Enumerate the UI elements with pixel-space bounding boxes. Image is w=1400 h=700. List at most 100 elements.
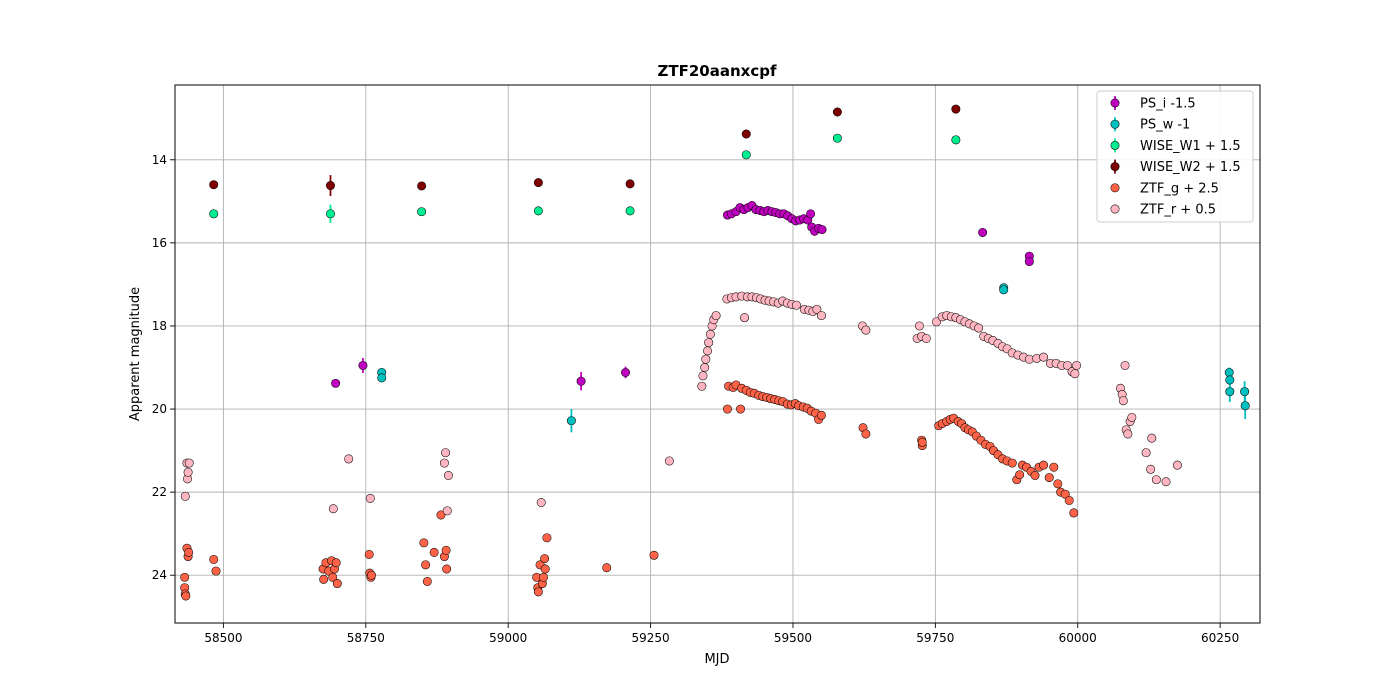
data-point (932, 317, 941, 327)
y-tick-label: 14 (152, 153, 167, 167)
data-point (951, 104, 961, 114)
data-point (344, 454, 354, 464)
data-point (1063, 360, 1072, 370)
data-point (209, 554, 219, 564)
x-tick-label: 59750 (916, 631, 954, 645)
legend-marker (1110, 204, 1120, 214)
data-point (1127, 412, 1137, 422)
gridlines (175, 85, 1260, 623)
legend-marker (1110, 98, 1120, 108)
data-point (1070, 369, 1080, 379)
data-point (1141, 448, 1151, 458)
legend-marker (1110, 162, 1120, 172)
data-point (1240, 401, 1250, 411)
data-point (664, 456, 674, 466)
data-point (1123, 429, 1133, 439)
data-point (1049, 462, 1059, 472)
legend-label: PS_w -1 (1140, 118, 1190, 133)
y-axis-label: Apparent magnitude (128, 287, 143, 421)
data-point (566, 416, 576, 426)
data-point (1044, 473, 1054, 483)
data-point (377, 373, 387, 383)
data-point (364, 549, 374, 559)
data-point (791, 300, 801, 310)
data-point (1007, 458, 1017, 468)
data-point (422, 576, 432, 586)
data-point (817, 225, 827, 235)
y-tick-label: 22 (152, 485, 167, 499)
data-point (180, 491, 190, 501)
y-tick-label: 16 (152, 236, 167, 250)
data-point (429, 547, 439, 557)
data-point (740, 313, 750, 323)
x-tick-label: 60250 (1201, 631, 1239, 645)
data-point (697, 381, 707, 391)
data-point (1240, 387, 1250, 397)
data-point (326, 181, 335, 191)
data-point (209, 209, 219, 219)
data-point (736, 404, 746, 414)
data-point (442, 506, 452, 516)
data-point (1120, 360, 1130, 370)
x-tick-label: 60000 (1059, 631, 1097, 645)
data-point (1069, 508, 1079, 518)
chart-title: ZTF20aanxcpf (658, 62, 777, 80)
data-point (439, 458, 449, 468)
data-point (1118, 396, 1128, 406)
data-point (443, 471, 453, 480)
data-point (1225, 387, 1235, 397)
legend-marker (1110, 119, 1120, 129)
data-point (701, 354, 711, 364)
data-point (184, 458, 194, 468)
data-point (1146, 464, 1156, 474)
data-point (1024, 354, 1034, 364)
data-point (741, 129, 751, 139)
data-point (816, 311, 826, 321)
data-point (816, 410, 826, 420)
data-point (1064, 495, 1074, 505)
data-point (722, 404, 732, 414)
data-point (602, 563, 612, 573)
data-point (832, 133, 842, 143)
legend-label: ZTF_r + 0.5 (1140, 203, 1216, 218)
data-point (711, 311, 721, 321)
data-point (211, 566, 221, 576)
data-point (184, 547, 194, 557)
data-point (536, 498, 546, 507)
legend-marker (1110, 140, 1120, 150)
data-point (1147, 433, 1157, 443)
data-point (419, 538, 429, 548)
data-point (1039, 352, 1049, 362)
data-point (1024, 257, 1034, 267)
data-points (180, 104, 1250, 601)
data-point (358, 360, 368, 370)
legend-box (1096, 90, 1254, 223)
data-point (328, 504, 338, 514)
data-point (741, 150, 751, 160)
x-tick-label: 58750 (347, 631, 385, 645)
data-point (332, 579, 342, 589)
x-tick-label: 59500 (774, 631, 812, 645)
data-point (1015, 470, 1025, 480)
data-point (533, 206, 543, 216)
data-point (180, 572, 190, 582)
plot-frame (174, 84, 1261, 624)
data-point (951, 135, 961, 145)
x-axis-label: MJD (704, 652, 729, 667)
data-point (917, 437, 927, 447)
legend-label: PS_i -1.5 (1140, 97, 1196, 112)
data-point (367, 570, 376, 580)
data-point (421, 560, 431, 570)
data-point (621, 368, 630, 377)
data-point (1072, 360, 1082, 370)
data-point (331, 378, 341, 388)
data-point (1151, 475, 1161, 485)
y-tick-label: 24 (152, 568, 167, 582)
data-point (1161, 477, 1171, 487)
data-point (978, 228, 988, 237)
data-point (533, 587, 543, 597)
data-point (417, 207, 427, 217)
x-tick-label: 59000 (489, 631, 527, 645)
data-point (1039, 460, 1049, 470)
data-point (326, 209, 335, 219)
